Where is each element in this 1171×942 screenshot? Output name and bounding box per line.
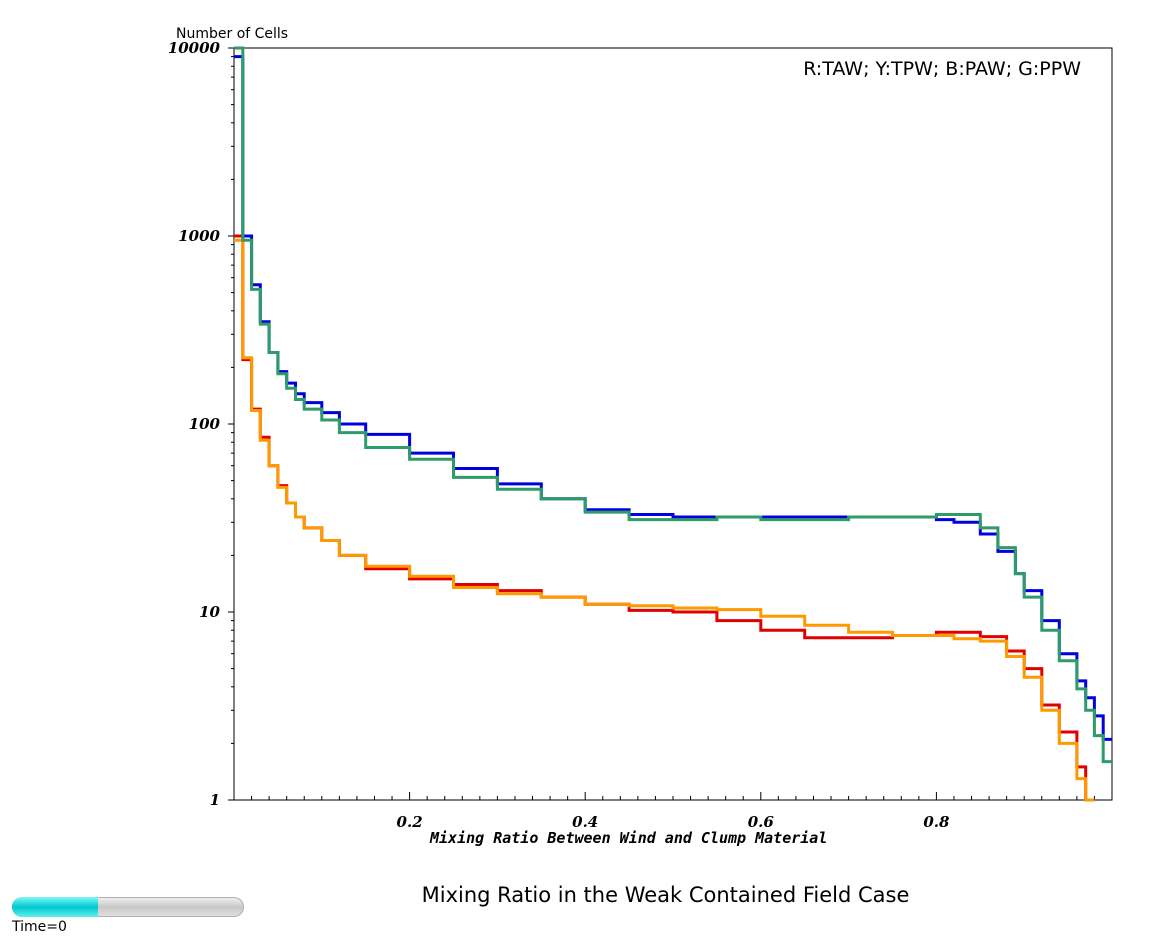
x-tick-label: 0.2 — [397, 813, 423, 831]
x-tick-label: 0.4 — [572, 813, 598, 831]
legend-text: R:TAW; Y:TPW; B:PAW; G:PPW — [803, 58, 1081, 80]
time-slider[interactable] — [12, 897, 244, 917]
chart-title: Mixing Ratio in the Weak Contained Field… — [421, 883, 910, 907]
y-tick-label: 100 — [189, 415, 221, 433]
y-tick-label: 10000 — [168, 39, 221, 57]
series-line-0 — [234, 234, 1095, 802]
series-line-1 — [234, 238, 1095, 802]
series-lines — [234, 46, 1112, 802]
x-tick-label: 0.6 — [748, 813, 775, 831]
x-axis-label: Mixing Ratio Between Wind and Clump Mate… — [430, 829, 828, 847]
y-tick-label: 10 — [199, 603, 220, 621]
time-label: Time=0 — [12, 919, 67, 935]
axis-ticks: 1 10 100 1000 10000 0.2 0.4 0.6 0.8 — [168, 39, 1095, 831]
y-tick-label: 1000 — [178, 227, 220, 245]
y-axis-label: Number of Cells — [176, 26, 289, 42]
y-tick-label: 1 — [210, 791, 220, 809]
time-slider-fill — [12, 897, 98, 917]
x-tick-label: 0.8 — [923, 813, 950, 831]
series-line-3 — [234, 46, 1112, 764]
